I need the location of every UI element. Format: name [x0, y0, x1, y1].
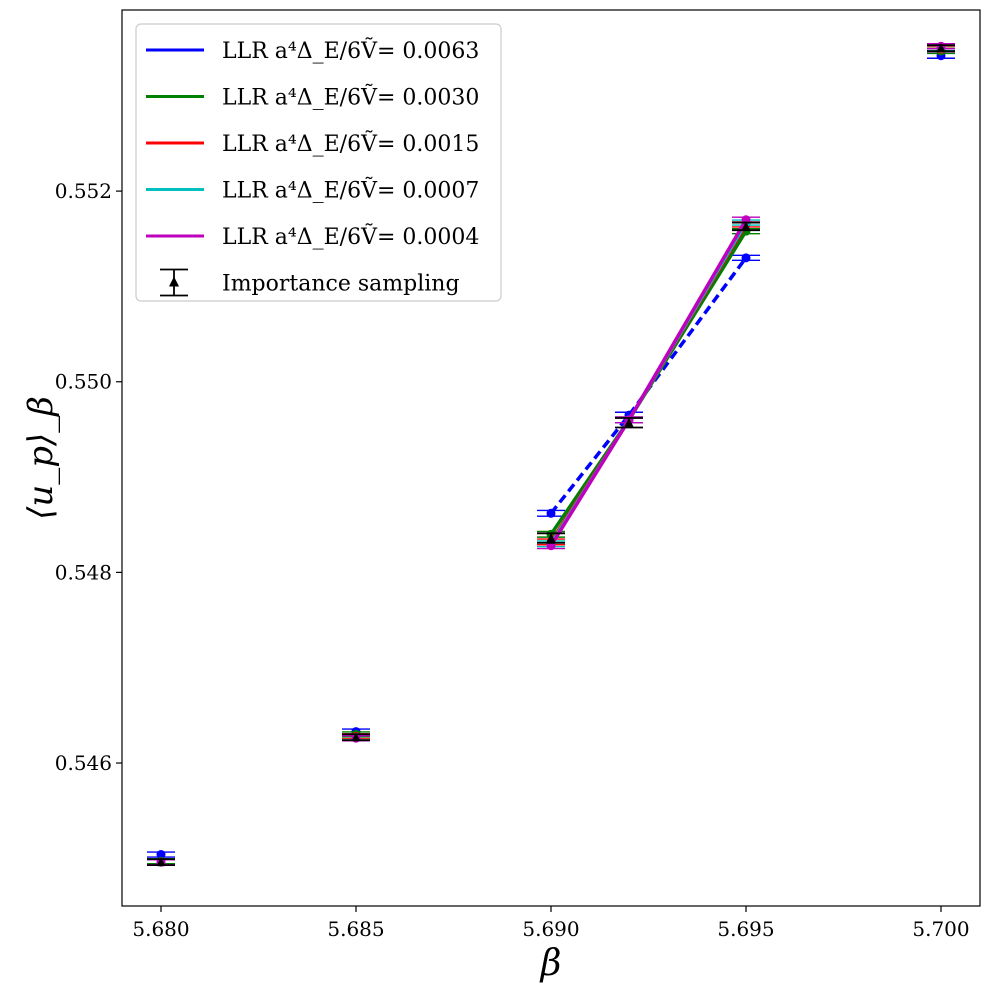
legend: LLR a⁴Δ_E/6Ṽ= 0.0063 LLR a⁴Δ_E/6Ṽ= 0.0030…	[135, 23, 502, 302]
legend-ref-marker	[169, 276, 179, 287]
reference-point	[351, 732, 361, 742]
y-tick-label: 0.546	[55, 751, 112, 775]
x-tick-label: 5.695	[717, 917, 774, 941]
legend-label: Importance sampling	[222, 272, 460, 297]
x-tick-label: 5.690	[522, 917, 579, 941]
reference-point	[741, 221, 751, 231]
y-tick-label: 0.552	[55, 179, 112, 203]
legend-label: LLR a⁴Δ_E/6Ṽ= 0.0004	[222, 222, 479, 250]
reference-point	[546, 533, 556, 543]
data-point	[741, 253, 751, 263]
legend-label: LLR a⁴Δ_E/6Ṽ= 0.0030	[222, 83, 479, 111]
reference-series	[147, 43, 955, 867]
series-curve	[549, 256, 748, 515]
data-point	[156, 850, 166, 860]
y-axis-label: ⟨u_p⟩_β	[21, 396, 61, 520]
x-tick-label: 5.685	[327, 917, 384, 941]
y-tick-label: 0.550	[55, 370, 112, 394]
x-tick-label: 5.700	[912, 917, 969, 941]
axes: 5.680 5.685 5.690 5.695 5.700 0.546 0.548 0.550…	[21, 9, 981, 984]
legend-label: LLR a⁴Δ_E/6Ṽ= 0.0063	[222, 36, 479, 64]
x-tick-label: 5.680	[132, 917, 189, 941]
reference-point	[156, 857, 166, 867]
plot-area	[147, 41, 955, 867]
reference-point	[936, 43, 946, 53]
reference-point	[624, 417, 634, 427]
y-tick-label: 0.548	[55, 560, 112, 584]
legend-label: LLR a⁴Δ_E/6Ṽ= 0.0015	[222, 129, 479, 157]
x-axis-label: β	[539, 943, 562, 984]
data-point	[546, 508, 556, 518]
legend-box	[135, 23, 502, 302]
legend-label: LLR a⁴Δ_E/6Ṽ= 0.0007	[222, 176, 479, 204]
